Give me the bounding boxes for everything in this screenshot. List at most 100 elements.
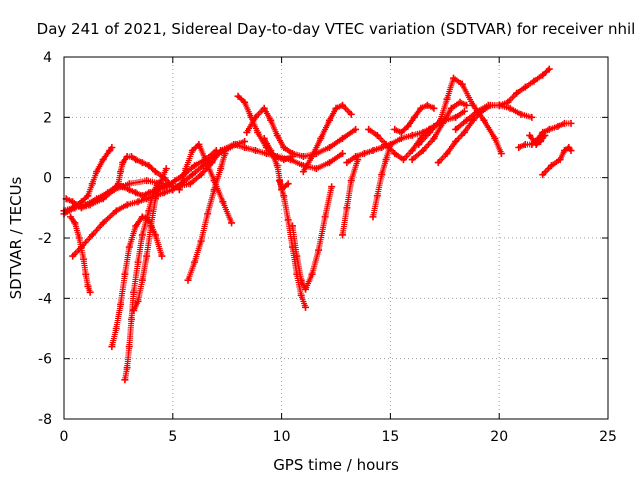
x-tick-label: 0 [60, 429, 69, 445]
data-point [125, 186, 133, 194]
series-arc-4 [67, 213, 94, 296]
data-point [297, 291, 305, 299]
data-point [132, 156, 140, 164]
data-point [452, 125, 460, 133]
data-point [399, 156, 407, 164]
data-point [526, 131, 534, 139]
data-point [491, 134, 499, 142]
data-point [397, 128, 405, 136]
data-point [151, 231, 159, 239]
data-point [86, 201, 94, 209]
data-point [426, 128, 434, 136]
data-point [77, 204, 85, 212]
data-point [299, 168, 307, 176]
data-point [458, 80, 466, 88]
series-arc-24 [408, 98, 471, 164]
data-point [69, 252, 77, 260]
data-point [308, 270, 316, 278]
data-point [71, 219, 79, 227]
data-point [480, 116, 488, 124]
y-tick-label: -8 [38, 412, 52, 428]
data-point [460, 128, 468, 136]
tick-labels: 0 5 10 15 20 25 -8 -6 -4 -2 0 2 4 [38, 50, 617, 445]
data-point [545, 125, 553, 133]
data-point [469, 101, 477, 109]
plot-frame [63, 56, 609, 420]
data-point [130, 306, 138, 314]
x-tick-label: 10 [273, 429, 291, 445]
data-point [191, 258, 199, 266]
x-tick-label: 15 [381, 429, 399, 445]
data-point [419, 147, 427, 155]
data-point [434, 159, 442, 167]
data-point [530, 77, 538, 85]
data-point [473, 107, 481, 115]
data-point [219, 198, 227, 206]
data-point [436, 116, 444, 124]
data-point [221, 150, 229, 158]
series-group [60, 65, 575, 384]
data-point [280, 144, 288, 151]
data-point [360, 150, 368, 158]
data-point [328, 183, 336, 191]
y-tick-label: 2 [43, 110, 52, 126]
data-point [84, 282, 92, 290]
x-axis-label: GPS time / hours [273, 456, 399, 474]
x-tick-label: 5 [168, 429, 177, 445]
data-point [339, 150, 347, 158]
data-point [147, 222, 155, 230]
series-arc-16 [275, 177, 310, 311]
data-point [69, 198, 77, 206]
data-point [254, 128, 262, 136]
series-arc-30 [539, 144, 575, 179]
data-point [127, 153, 135, 161]
data-point [404, 122, 412, 130]
series-arc-6 [108, 213, 166, 351]
data-point [132, 222, 140, 230]
data-point [169, 183, 177, 191]
data-point [284, 216, 292, 224]
data-point [308, 153, 316, 161]
data-point [567, 119, 575, 127]
data-point [123, 364, 131, 372]
data-point [391, 125, 399, 133]
data-point [347, 177, 355, 185]
series-arc-10 [184, 150, 229, 284]
data-point [262, 150, 270, 158]
data-point [339, 231, 347, 239]
data-point [452, 113, 460, 121]
data-point [506, 104, 514, 112]
data-point [210, 153, 218, 161]
data-point [234, 92, 242, 100]
data-point [539, 171, 547, 179]
data-point [143, 252, 151, 260]
data-point [369, 147, 377, 155]
series-arc-11 [175, 140, 236, 227]
data-point [125, 180, 133, 188]
data-point [312, 165, 320, 173]
data-point [243, 128, 251, 136]
data-point [343, 159, 351, 167]
data-point [151, 195, 159, 203]
y-tick-label: 4 [43, 50, 52, 66]
data-point [138, 276, 146, 284]
data-point [497, 150, 505, 158]
chart-title: Day 241 of 2021, Sidereal Day-to-day VTE… [37, 20, 636, 38]
data-point [138, 159, 146, 167]
data-point [117, 300, 125, 308]
data-point [443, 150, 451, 158]
data-point [201, 156, 209, 164]
data-point [547, 162, 555, 170]
data-point [138, 231, 146, 239]
data-point [228, 219, 236, 227]
data-point [463, 101, 471, 109]
data-point [88, 180, 96, 188]
data-point [241, 137, 249, 145]
data-point [84, 192, 92, 200]
data-point [132, 189, 140, 197]
data-point [408, 131, 416, 139]
data-point [537, 137, 545, 145]
y-tick-label: -4 [38, 291, 52, 307]
grid [64, 57, 608, 419]
data-point [217, 147, 225, 155]
